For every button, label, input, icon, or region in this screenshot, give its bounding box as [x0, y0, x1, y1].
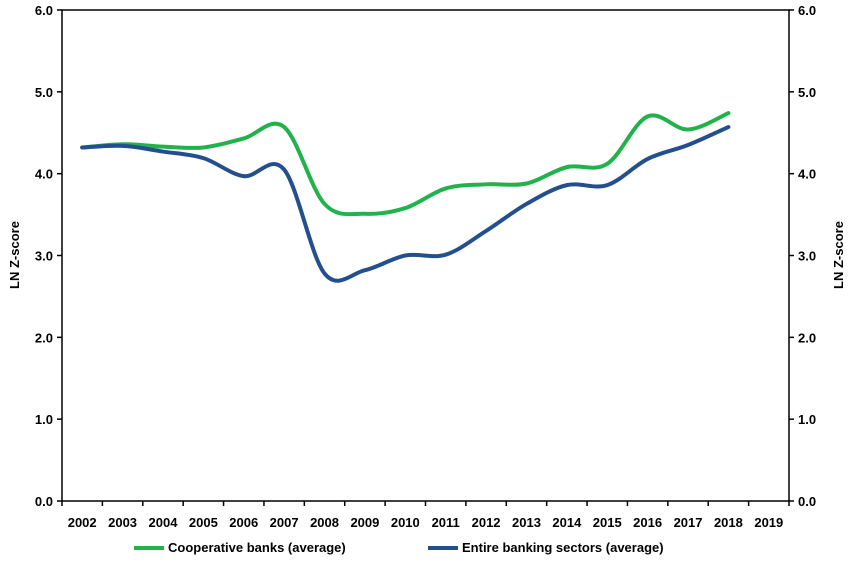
x-tick-label: 2018 — [714, 515, 743, 530]
x-tick-label: 2012 — [472, 515, 501, 530]
right-y-axis-title: LN Z-score — [831, 221, 846, 289]
x-tick-label: 2004 — [149, 515, 179, 530]
x-tick-label: 2007 — [270, 515, 299, 530]
left-y-tick-label: 0.0 — [35, 494, 53, 509]
x-axis-ticks: 2002 2003 2004 2005 2006 2007 2008 2009 2010 2011… — [61, 501, 790, 530]
x-tick-label: 2014 — [552, 515, 582, 530]
right-y-tick-label: 5.0 — [798, 85, 816, 100]
x-tick-label: 2009 — [350, 515, 379, 530]
right-y-tick-label: 2.0 — [798, 330, 816, 345]
x-tick-label: 2002 — [68, 515, 97, 530]
x-tick-label: 2016 — [633, 515, 662, 530]
legend: Cooperative banks (average) Entire bankin… — [134, 540, 664, 555]
right-y-tick-label: 3.0 — [798, 249, 816, 264]
x-tick-label: 2017 — [674, 515, 703, 530]
x-tick-label: 2008 — [310, 515, 339, 530]
left-y-axis-title: LN Z-score — [7, 221, 22, 289]
legend-label: Entire banking sectors (average) — [462, 540, 664, 555]
left-y-tick-label: 6.0 — [35, 3, 53, 18]
x-tick-label: 2006 — [229, 515, 258, 530]
left-y-tick-label: 4.0 — [35, 167, 53, 182]
left-y-tick-label: 1.0 — [35, 412, 53, 427]
legend-label: Cooperative banks (average) — [168, 540, 346, 555]
x-tick-label: 2019 — [754, 515, 783, 530]
x-tick-label: 2010 — [391, 515, 420, 530]
x-tick-label: 2003 — [108, 515, 137, 530]
right-y-axis-ticks: 0.0 1.0 2.0 3.0 4.0 5.0 6.0 — [789, 3, 816, 509]
left-y-tick-label: 2.0 — [35, 330, 53, 345]
right-y-tick-label: 6.0 — [798, 3, 816, 18]
x-tick-label: 2015 — [593, 515, 622, 530]
right-y-tick-label: 0.0 — [798, 494, 816, 509]
series-lines — [80, 111, 731, 283]
right-y-tick-label: 4.0 — [798, 167, 816, 182]
left-y-axis-ticks: 0.0 1.0 2.0 3.0 4.0 5.0 6.0 — [35, 3, 62, 509]
x-tick-label: 2011 — [432, 515, 460, 530]
left-y-tick-label: 3.0 — [35, 249, 53, 264]
series-line-cooperative-banks — [80, 111, 731, 217]
right-y-tick-label: 1.0 — [798, 412, 816, 427]
left-y-tick-label: 5.0 — [35, 85, 53, 100]
x-tick-label: 2005 — [189, 515, 218, 530]
x-tick-label: 2013 — [512, 515, 541, 530]
series-line-entire-banking-sectors — [80, 125, 731, 283]
